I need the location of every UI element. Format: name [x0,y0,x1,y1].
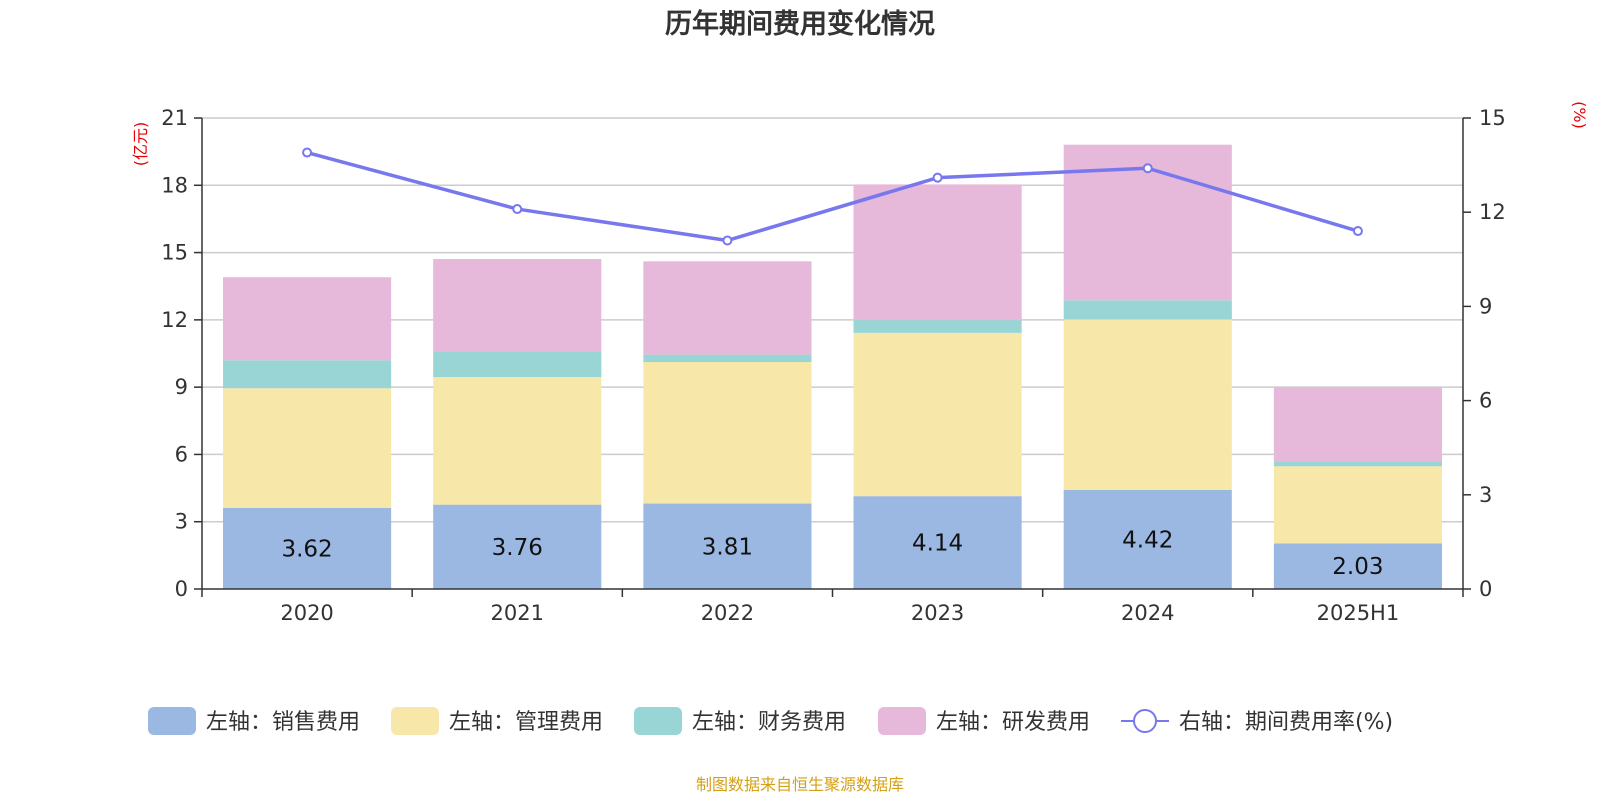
rate-point-2024[interactable] [1142,163,1153,174]
right-tick-label: 6 [1479,389,1492,413]
bar-segment-2-2023[interactable] [853,332,1022,497]
data-label: 3.62 [281,536,332,562]
left-axis-unit: (亿元) [131,122,150,167]
right-tick-label: 15 [1479,106,1506,130]
bar-segment-4-2021[interactable] [433,259,602,352]
bar-segment-2-2020[interactable] [223,388,392,508]
rate-point-2021[interactable] [512,204,523,215]
bar-series [223,144,1442,589]
axes: 0 3 6 9 12 15 18 21 0 3 6 9 12 15 2020 2021 2022 2023 2024… [161,106,1505,625]
chart-title: 历年期间费用变化情况 [665,8,935,40]
right-axis-unit: (%) [1570,101,1589,129]
bar-segment-3-2020[interactable] [223,360,392,389]
bar-segment-2-2021[interactable] [433,377,602,505]
right-tick-label: 12 [1479,200,1506,224]
legend-swatch [391,707,439,735]
x-tick-label: 2021 [491,601,544,625]
x-tick-label: 2020 [280,601,333,625]
x-tick-label: 2023 [911,601,964,625]
bar-segment-4-2022[interactable] [643,261,812,355]
left-tick-label: 9 [175,375,188,399]
bar-segment-1-2023[interactable] [853,496,1022,589]
right-tick-label: 9 [1479,294,1492,318]
legend-item-2[interactable]: 左轴：管理费用 [391,707,603,735]
bar-segment-3-2024[interactable] [1063,300,1232,320]
left-tick-label: 15 [161,241,188,265]
bar-segment-3-2023[interactable] [853,320,1022,333]
left-tick-label: 12 [161,308,188,332]
bar-segment-1-2022[interactable] [643,503,812,589]
bar-segment-3-2022[interactable] [643,354,812,363]
bar-segment-2-2024[interactable] [1063,319,1232,490]
legend-swatch [878,707,926,735]
legend-item-3[interactable]: 左轴：财务费用 [634,707,846,735]
legend-label: 左轴：管理费用 [449,710,603,735]
rate-point-2023[interactable] [932,172,943,183]
legend-item-4[interactable]: 左轴：研发费用 [878,707,1090,735]
legend-label: 左轴：研发费用 [936,710,1090,735]
legend-label: 左轴：销售费用 [206,710,360,735]
bar-segment-3-2025H1[interactable] [1273,461,1442,467]
right-tick-label: 0 [1479,577,1492,601]
bar-segment-4-2025H1[interactable] [1273,387,1442,462]
x-tick-label: 2024 [1121,601,1174,625]
legend-swatch [634,707,682,735]
left-tick-label: 18 [161,173,188,197]
data-label: 3.76 [492,535,543,561]
bar-segment-2-2022[interactable] [643,362,812,504]
bar-segment-4-2020[interactable] [223,277,392,361]
bar-segment-2-2025H1[interactable] [1273,466,1442,544]
legend-label: 左轴：财务费用 [692,710,846,735]
data-label: 4.42 [1122,527,1173,553]
line-series [302,147,1363,246]
legend-label: 右轴：期间费用率(%) [1179,710,1393,735]
left-tick-label: 6 [175,442,188,466]
bar-segment-3-2021[interactable] [433,351,602,378]
bar-segment-1-2024[interactable] [1063,489,1232,589]
right-tick-label: 3 [1479,483,1492,507]
left-tick-label: 0 [175,577,188,601]
x-tick-label: 2025H1 [1317,601,1400,625]
left-tick-label: 21 [161,106,188,130]
bar-segment-1-2020[interactable] [223,507,392,589]
source-note: 制图数据来自恒生聚源数据库 [696,775,904,794]
x-tick-label: 2022 [701,601,754,625]
bar-segment-4-2023[interactable] [853,184,1022,321]
legend-marker [1133,709,1157,733]
data-label: 4.14 [912,531,963,557]
rate-point-2022[interactable] [722,235,733,246]
data-label: 2.03 [1332,554,1383,580]
rate-point-2020[interactable] [302,147,313,158]
data-label: 3.81 [702,534,753,560]
legend-item-1[interactable]: 左轴：销售费用 [148,707,360,735]
legend-swatch [148,707,196,735]
left-tick-label: 3 [175,510,188,534]
rate-line [306,150,1359,243]
bar-segment-1-2021[interactable] [433,504,602,589]
legend-item-5[interactable]: 右轴：期间费用率(%) [1121,709,1393,735]
rate-point-2025H1[interactable] [1352,226,1363,237]
bar-segment-1-2025H1[interactable] [1273,543,1442,589]
gridlines [202,117,1463,523]
legend[interactable]: 左轴：销售费用 左轴：管理费用 左轴：财务费用 左轴：研发费用 右轴：期间费用率(%) [148,707,1393,735]
data-labels: 3.62 3.76 3.81 4.14 4.42 2.03 [281,527,1383,580]
